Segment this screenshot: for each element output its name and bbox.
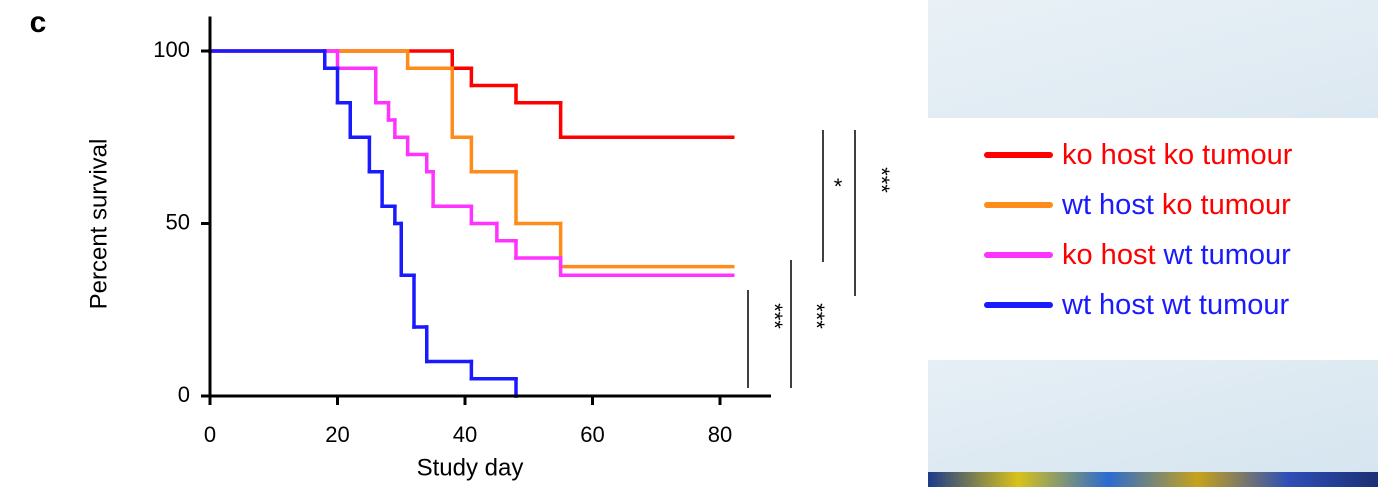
legend-label: ko host ko tumour xyxy=(1062,139,1293,171)
x-tick-label: 0 xyxy=(204,422,216,447)
x-tick-label: 20 xyxy=(325,422,349,447)
x-tick-label: 80 xyxy=(708,422,732,447)
significance-label: * xyxy=(834,174,843,199)
significance-label: *** xyxy=(762,303,787,329)
legend-host: wt host xyxy=(1061,189,1154,221)
legend-tumour: wt tumour xyxy=(1163,239,1292,271)
legend-host: ko host xyxy=(1062,139,1156,171)
y-tick-label: 100 xyxy=(153,37,190,62)
significance-label: *** xyxy=(869,167,894,193)
panel-label: c xyxy=(30,6,47,39)
x-axis-label: Study day xyxy=(417,454,524,481)
legend-tumour: ko tumour xyxy=(1164,139,1293,171)
legend-host: wt host xyxy=(1061,289,1154,321)
legend-label: ko host wt tumour xyxy=(1062,239,1291,271)
legend-tumour: ko tumour xyxy=(1162,189,1291,221)
legend-label: wt host ko tumour xyxy=(1061,189,1291,221)
x-tick-label: 60 xyxy=(580,422,604,447)
y-tick-label: 0 xyxy=(178,382,190,407)
legend-host: ko host xyxy=(1062,239,1156,271)
legend-label: wt host wt tumour xyxy=(1061,289,1290,321)
significance-label: *** xyxy=(804,303,829,329)
legend-tumour: wt tumour xyxy=(1161,289,1290,321)
legend-background xyxy=(928,118,1378,360)
y-tick-label: 50 xyxy=(166,209,190,234)
x-tick-label: 40 xyxy=(453,422,477,447)
image-strip xyxy=(928,472,1378,487)
y-axis-label: Percent survival xyxy=(85,139,112,310)
background-panel xyxy=(928,360,1378,472)
background-panel xyxy=(928,0,1378,118)
